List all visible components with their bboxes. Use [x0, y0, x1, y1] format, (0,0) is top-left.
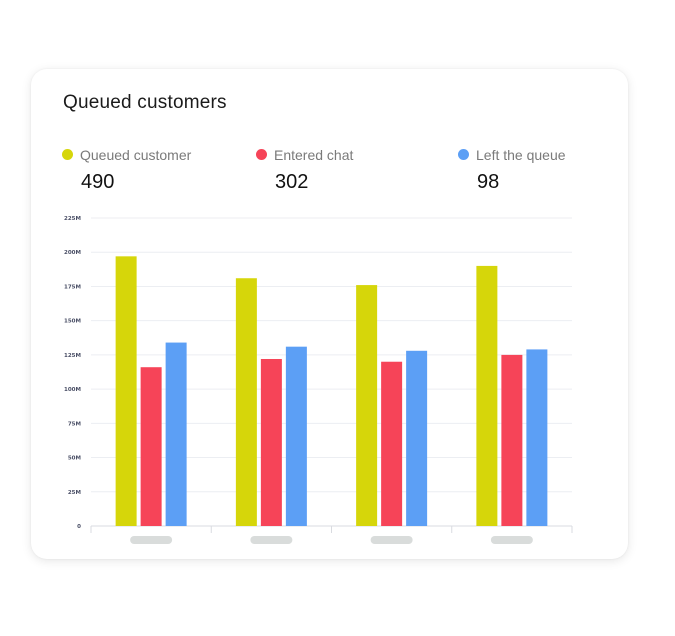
legend-dot-icon [256, 149, 267, 160]
bar-left-the-queue [526, 349, 548, 526]
legend-label: Entered chat [274, 147, 354, 163]
bar-queued-customer [356, 285, 378, 526]
legend-value: 98 [477, 171, 500, 193]
legend-dot-icon [458, 149, 469, 160]
y-tick-label: 0 [77, 524, 81, 530]
y-tick-label: 100M [64, 387, 81, 393]
x-category-label-placeholder [130, 536, 173, 544]
x-category-label-placeholder [250, 536, 293, 544]
y-tick-label: 175M [64, 284, 81, 290]
legend-label: Queued customer [80, 147, 192, 163]
chart-card: Queued customers Queued customer 490 Ent… [31, 69, 628, 559]
bar-entered-chat [140, 367, 162, 526]
x-category-label-placeholder [370, 536, 413, 544]
bar-chart: 0 25M 50M 75M 100M 125M 150M 175M 200M 225M [64, 216, 573, 544]
legend-value: 302 [275, 171, 309, 193]
bar-left-the-queue [165, 342, 187, 526]
legend-label: Left the queue [476, 147, 566, 163]
legend-value: 490 [81, 171, 115, 193]
y-tick-label: 125M [64, 353, 81, 359]
legend-dot-icon [62, 149, 73, 160]
bar-entered-chat [501, 354, 523, 526]
y-tick-label: 150M [64, 319, 81, 325]
bar-entered-chat [381, 361, 403, 526]
bar-queued-customer [235, 278, 257, 526]
x-category-label-placeholder [490, 536, 533, 544]
card-title: Queued customers [63, 92, 227, 113]
bar-queued-customer [115, 256, 137, 526]
y-tick-label: 75M [68, 421, 81, 427]
y-tick-label: 50M [68, 456, 81, 462]
bar-left-the-queue [285, 346, 307, 526]
y-tick-label: 25M [68, 490, 81, 496]
bar-entered-chat [260, 358, 282, 526]
bar-left-the-queue [406, 350, 428, 526]
bar-queued-customer [476, 265, 498, 526]
y-tick-label: 200M [64, 250, 81, 256]
y-tick-label: 225M [64, 216, 81, 222]
